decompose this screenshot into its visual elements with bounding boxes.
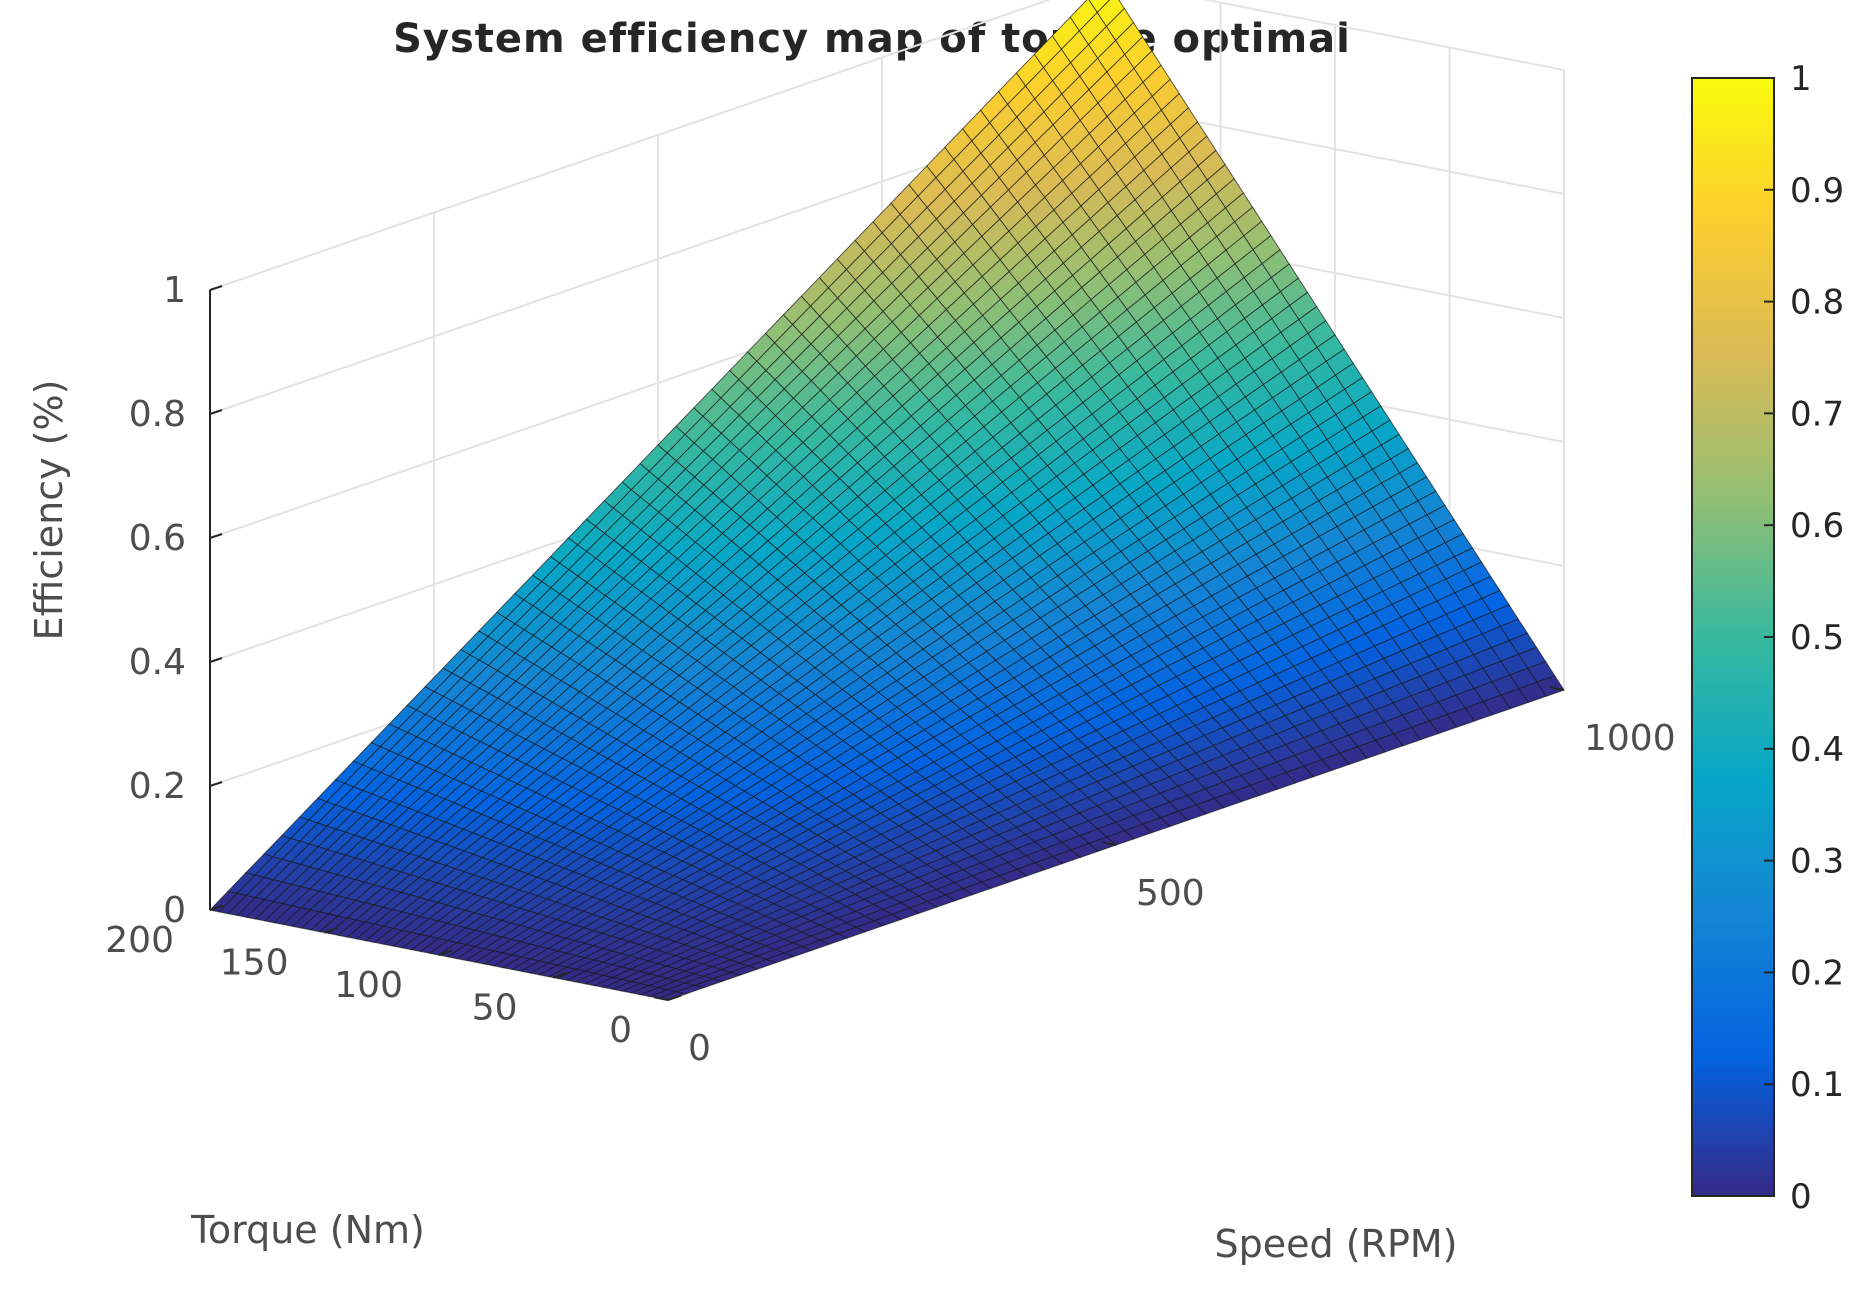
- z-tick-label: 0.2: [129, 766, 186, 807]
- z-tick-label: 0: [163, 890, 186, 931]
- torque-tick: [667, 994, 682, 1001]
- torque-tick-label: 0: [609, 1010, 632, 1051]
- z-tick: [209, 533, 223, 539]
- speed-tick: [1550, 686, 1565, 691]
- colorbar-tick-label: 0: [1790, 1177, 1812, 1217]
- colorbar-tick-label: 0.5: [1790, 618, 1844, 658]
- colorbar-ramp: [1691, 77, 1775, 1197]
- colorbar-tick-label: 0.9: [1790, 171, 1844, 211]
- z-tick-label: 0.6: [129, 518, 186, 559]
- colorbar-tick-label: 0.6: [1790, 506, 1844, 546]
- torque-tick-label: 150: [220, 943, 289, 984]
- torque-tick-label: 100: [334, 965, 403, 1006]
- speed-tick-label: 1000: [1584, 718, 1676, 759]
- surface-mesh: [209, 0, 1565, 1001]
- z-tick-label: 0.8: [129, 394, 186, 435]
- z-tick: [209, 409, 223, 415]
- colorbar-tick-label: 0.1: [1790, 1065, 1844, 1105]
- speed-tick: [1102, 841, 1117, 846]
- y-axis-label: Torque (Nm): [190, 1208, 425, 1252]
- z-tick: [209, 781, 223, 787]
- colorbar-tick-label: 0.4: [1790, 730, 1844, 770]
- grid-line-z-right: [1202, 0, 1565, 71]
- colorbar-tick-label: 0.3: [1790, 842, 1844, 882]
- speed-tick: [654, 996, 669, 1001]
- torque-tick-label: 200: [105, 920, 174, 961]
- colorbar: 0 0.1 0.2 0.3 0.4 0.5 0.6 0.7 0.8 0.9 1: [1691, 59, 1844, 1217]
- torque-tick: [438, 949, 453, 956]
- z-tick-label: 0.4: [129, 642, 186, 683]
- colorbar-tick-label: 0.2: [1790, 953, 1844, 993]
- torque-tick: [209, 904, 224, 911]
- x-axis-label: Speed (RPM): [1215, 1222, 1458, 1266]
- colorbar-tick-label: 0.7: [1790, 394, 1844, 434]
- z-tick: [209, 285, 223, 291]
- z-tick-label: 1: [163, 270, 186, 311]
- torque-tick: [324, 926, 339, 934]
- z-axis-label: Efficiency (%): [27, 380, 71, 641]
- z-tick: [209, 657, 223, 663]
- torque-tick: [553, 971, 568, 979]
- colorbar-tick-label: 0.8: [1790, 283, 1844, 323]
- colorbar-tick-label: 1: [1790, 59, 1812, 99]
- chart-title: System efficiency map of torque optimal: [393, 16, 1351, 62]
- speed-tick-label: 0: [688, 1028, 711, 1069]
- speed-tick-label: 500: [1136, 873, 1205, 914]
- torque-tick-label: 50: [472, 988, 518, 1029]
- grid-line-z-back: [209, 0, 1052, 291]
